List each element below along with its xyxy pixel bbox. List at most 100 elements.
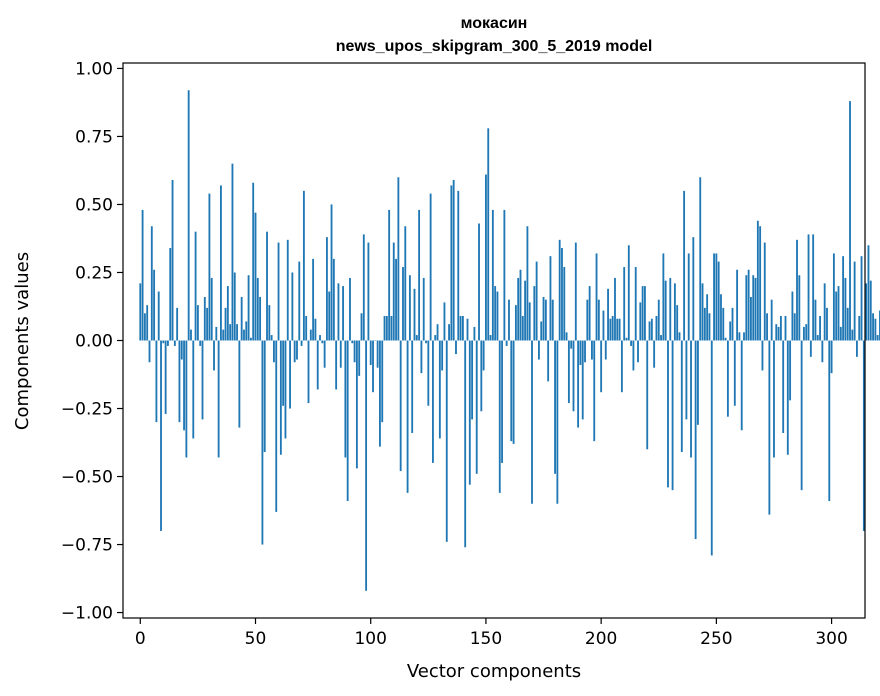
x-tick-label: 250 xyxy=(700,629,732,649)
bar-7 xyxy=(155,340,158,423)
bar-310 xyxy=(853,261,856,341)
bar-268 xyxy=(756,220,759,341)
bar-61 xyxy=(279,340,282,455)
bar-319 xyxy=(874,318,877,341)
bar-15 xyxy=(173,340,176,346)
bar-80 xyxy=(323,340,326,368)
bar-9 xyxy=(160,340,162,531)
bar-60 xyxy=(277,242,280,341)
bar-283 xyxy=(791,291,794,341)
bar-279 xyxy=(782,340,785,433)
bar-241 xyxy=(694,340,697,540)
bar-284 xyxy=(793,313,796,341)
bar-35 xyxy=(220,185,222,341)
bar-305 xyxy=(842,256,845,341)
bar-75 xyxy=(312,258,315,341)
bar-247 xyxy=(708,313,711,341)
bar-45 xyxy=(243,329,245,341)
bar-173 xyxy=(538,340,540,360)
bar-76 xyxy=(314,318,317,341)
bar-209 xyxy=(620,340,623,393)
bar-90 xyxy=(346,340,349,502)
bar-297 xyxy=(823,283,826,341)
bar-225 xyxy=(657,299,660,341)
bar-194 xyxy=(586,299,589,341)
chart-subtitle: news_upos_skipgram_300_5_2019 model xyxy=(336,38,653,55)
bar-315 xyxy=(865,283,868,341)
bar-156 xyxy=(498,340,501,493)
bar-242 xyxy=(697,340,699,425)
bar-165 xyxy=(519,269,522,341)
y-tick-label: −0.25 xyxy=(61,400,113,420)
bar-220 xyxy=(646,340,649,450)
y-axis-ticks: 1.00 0.75 0.50 0.25 0.00 −0.25 −0.50 −0.75 −1.00 xyxy=(61,59,123,624)
bar-132 xyxy=(443,302,446,341)
bar-259 xyxy=(736,269,739,341)
bar-182 xyxy=(558,239,561,341)
bar-23 xyxy=(192,340,195,439)
bar-237 xyxy=(685,340,688,420)
bar-115 xyxy=(404,226,407,341)
bar-275 xyxy=(773,340,775,458)
bar-289 xyxy=(805,324,808,341)
bar-99 xyxy=(367,242,370,341)
bar-216 xyxy=(637,340,639,363)
bar-222 xyxy=(650,318,653,341)
bar-114 xyxy=(402,267,404,341)
bar-84 xyxy=(332,258,335,341)
bar-16 xyxy=(176,307,179,341)
bar-54 xyxy=(263,340,266,453)
bar-129 xyxy=(436,324,439,341)
bar-47 xyxy=(247,275,250,341)
bar-298 xyxy=(826,307,828,341)
bar-230 xyxy=(669,277,672,341)
bar-41 xyxy=(233,272,236,341)
bar-36 xyxy=(222,329,225,341)
bar-50 xyxy=(254,212,257,341)
bar-161 xyxy=(510,340,513,442)
bar-109 xyxy=(390,316,393,341)
bar-73 xyxy=(307,340,310,404)
bar-138 xyxy=(457,190,460,341)
bar-67 xyxy=(293,340,296,363)
bar-317 xyxy=(869,280,872,341)
bar-10 xyxy=(162,340,165,344)
bar-152 xyxy=(489,335,492,341)
bar-224 xyxy=(655,316,658,341)
bar-223 xyxy=(653,340,656,368)
bar-302 xyxy=(835,291,838,341)
bar-311 xyxy=(856,340,858,357)
bar-281 xyxy=(786,340,789,455)
bar-175 xyxy=(542,296,545,341)
bar-290 xyxy=(807,234,810,341)
bar-314 xyxy=(862,340,865,531)
y-axis-label: Components values xyxy=(12,252,33,430)
bar-143 xyxy=(468,340,471,485)
bar-318 xyxy=(872,313,874,341)
bar-70 xyxy=(300,340,303,346)
bar-149 xyxy=(482,340,485,371)
bar-198 xyxy=(595,253,598,341)
bar-160 xyxy=(508,299,510,341)
bar-171 xyxy=(533,286,536,341)
bar-22 xyxy=(190,329,192,341)
bar-285 xyxy=(796,239,798,341)
bar-316 xyxy=(867,245,870,341)
bar-193 xyxy=(584,340,586,363)
bar-91 xyxy=(349,277,351,341)
bar-249 xyxy=(713,253,715,341)
x-tick-label: 200 xyxy=(585,629,617,649)
bar-320 xyxy=(876,335,879,341)
bar-14 xyxy=(171,179,174,341)
x-tick-label: 150 xyxy=(470,629,502,649)
bar-273 xyxy=(768,340,771,515)
bar-244 xyxy=(701,283,704,341)
bar-148 xyxy=(480,340,483,412)
bar-136 xyxy=(452,179,455,341)
bar-188 xyxy=(572,340,575,412)
bar-157 xyxy=(501,340,503,463)
bar-204 xyxy=(609,318,612,341)
bar-34 xyxy=(217,340,220,458)
bar-257 xyxy=(731,307,734,341)
bar-137 xyxy=(455,340,457,355)
